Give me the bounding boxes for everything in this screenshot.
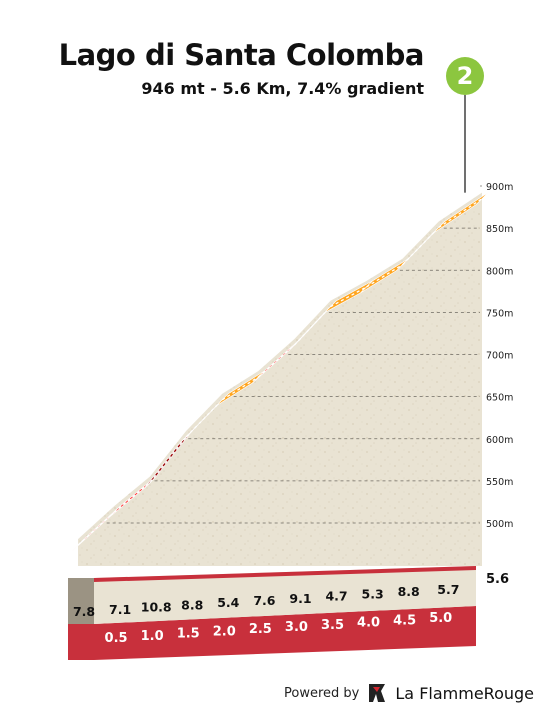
powered-by-label: Powered by	[284, 685, 360, 701]
y-tick-label: 600m	[486, 435, 513, 446]
gradient-label-strip	[94, 566, 476, 624]
road-centerline-9	[366, 264, 403, 288]
km-label: 2.0	[213, 624, 236, 639]
km-label: 1.5	[177, 627, 200, 642]
road-ribbon	[71, 192, 489, 552]
km-label: 1.0	[141, 629, 164, 644]
side-face	[68, 578, 94, 630]
road-centerline-2	[113, 481, 151, 513]
y-tick-label: 650m	[486, 393, 513, 404]
road-centerline-8	[330, 286, 367, 308]
distance-band	[68, 566, 476, 660]
profile-side-face	[68, 578, 94, 630]
y-tick-label: 800m	[486, 266, 513, 277]
ground-body	[78, 192, 482, 566]
elevation-gridlines	[106, 185, 482, 524]
y-tick-label: 900m	[486, 182, 513, 193]
band-top-edge	[94, 566, 476, 582]
flamme-rouge-logo-icon	[369, 684, 386, 702]
km-label: 3.5	[321, 618, 344, 633]
y-tick-label: 750m	[486, 308, 513, 319]
gradient-label: 9.1	[289, 591, 311, 606]
km-label: 3.0	[285, 620, 308, 635]
road-centerline-10	[402, 227, 440, 266]
gradient-label: 7.6	[253, 593, 275, 608]
distance-band-face	[68, 606, 476, 660]
gradient-label: 4.7	[325, 589, 347, 604]
climb-number-badge: 2	[446, 57, 484, 95]
gradient-label: 10.8	[141, 600, 172, 615]
road-centerline-11	[438, 198, 483, 229]
road-centerline-4	[185, 399, 223, 438]
km-label: 5.6	[486, 572, 509, 587]
ground-layer	[78, 192, 482, 566]
brand-name[interactable]: La FlammeRouge	[395, 683, 534, 703]
road-centerline-7	[293, 306, 331, 346]
km-label: 2.5	[249, 622, 272, 637]
climb-title: Lago di Santa Colomba	[58, 38, 425, 72]
elevation-profile-chart: 500m 550m 600m 650m 700m 750m 800m 850m 900m 7.8 7…	[68, 95, 513, 660]
y-tick-label: 850m	[486, 224, 513, 235]
km-label: 4.0	[357, 616, 380, 631]
climb-subtitle: 946 mt - 5.6 Km, 7.4% gradient	[141, 79, 424, 98]
road-centerline-3	[149, 436, 187, 483]
gradient-label: 7.1	[109, 602, 131, 617]
gradient-label: 5.3	[362, 586, 384, 601]
road-centerline-5	[221, 376, 259, 401]
gradient-label: 5.7	[437, 582, 459, 597]
road-centerline-6	[257, 344, 295, 378]
road-centerline-1	[77, 511, 115, 546]
gradient-label: 5.4	[217, 595, 239, 610]
y-tick-label: 700m	[486, 351, 513, 362]
gradient-label: 8.8	[398, 584, 420, 599]
y-tick-label: 500m	[486, 519, 513, 530]
gradient-label: 7.8	[73, 604, 95, 619]
km-label: 0.5	[105, 631, 128, 646]
footer-credit: Powered by La FlammeRouge	[284, 680, 534, 706]
km-label: 5.0	[429, 611, 452, 626]
gradient-label: 8.8	[181, 597, 203, 612]
km-label: 4.5	[393, 613, 416, 628]
chart-labels: 500m 550m 600m 650m 700m 750m 800m 850m 900m 7.8 7…	[73, 182, 513, 646]
y-tick-label: 550m	[486, 477, 513, 488]
